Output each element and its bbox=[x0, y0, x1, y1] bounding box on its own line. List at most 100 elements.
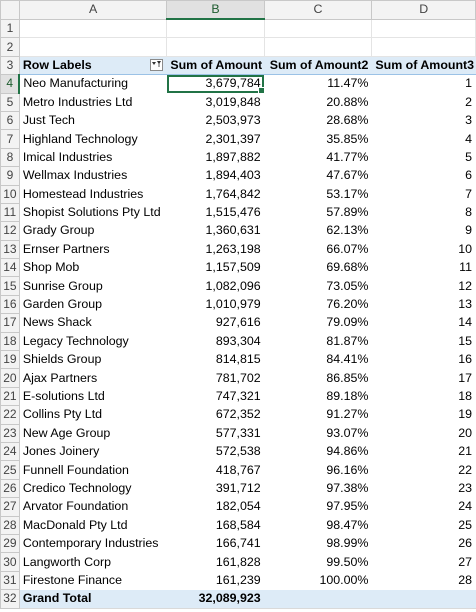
percent-cell[interactable]: 35.85% bbox=[263, 129, 373, 149]
row-header[interactable]: 30 bbox=[0, 552, 20, 572]
fill-handle[interactable] bbox=[257, 86, 264, 93]
percent-cell[interactable]: 57.89% bbox=[263, 202, 373, 223]
cell[interactable] bbox=[263, 37, 373, 57]
percent-cell[interactable]: 89.18% bbox=[263, 386, 373, 407]
rank-cell[interactable]: 3 bbox=[371, 110, 476, 131]
rank-cell[interactable]: 20 bbox=[371, 423, 476, 443]
row-header[interactable]: 32 bbox=[0, 589, 20, 609]
column-header-a[interactable]: A bbox=[18, 0, 168, 20]
row-header[interactable]: 12 bbox=[0, 221, 20, 241]
row-header[interactable]: 13 bbox=[0, 239, 20, 260]
amount-cell[interactable]: 672,352 bbox=[166, 405, 265, 425]
row-header[interactable]: 22 bbox=[0, 405, 20, 425]
active-cell[interactable]: 3,679,784 bbox=[166, 74, 265, 94]
percent-cell[interactable]: 73.05% bbox=[263, 276, 373, 296]
percent-cell[interactable]: 81.87% bbox=[263, 331, 373, 352]
rank-cell[interactable]: 6 bbox=[371, 166, 476, 186]
row-label-cell[interactable]: Jones Joinery bbox=[18, 441, 168, 462]
rank-cell[interactable]: 11 bbox=[371, 258, 476, 278]
row-label-cell[interactable]: Shopist Solutions Pty Ltd bbox=[18, 202, 168, 223]
percent-cell[interactable]: 86.85% bbox=[263, 368, 373, 388]
percent-cell[interactable]: 66.07% bbox=[263, 239, 373, 260]
amount-cell[interactable]: 577,331 bbox=[166, 423, 265, 443]
rank-cell[interactable]: 27 bbox=[371, 552, 476, 572]
rank-cell[interactable]: 18 bbox=[371, 386, 476, 407]
row-label-cell[interactable]: Contemporary Industries bbox=[18, 533, 168, 554]
rank-cell[interactable]: 23 bbox=[371, 478, 476, 499]
percent-cell[interactable]: 99.50% bbox=[263, 552, 373, 572]
amount-cell[interactable]: 1,360,631 bbox=[166, 221, 265, 241]
row-label-cell[interactable]: Credico Technology bbox=[18, 478, 168, 499]
amount-cell[interactable]: 781,702 bbox=[166, 368, 265, 388]
row-label-cell[interactable]: MacDonald Pty Ltd bbox=[18, 515, 168, 535]
column-header-b[interactable]: B bbox=[166, 0, 265, 20]
percent-cell[interactable]: 28.68% bbox=[263, 110, 373, 131]
row-label-cell[interactable]: Homestead Industries bbox=[18, 184, 168, 204]
rank-cell[interactable]: 12 bbox=[371, 276, 476, 296]
rank-cell[interactable]: 28 bbox=[371, 570, 476, 591]
row-header[interactable]: 7 bbox=[0, 129, 20, 149]
row-label-cell[interactable]: Langworth Corp bbox=[18, 552, 168, 572]
amount-cell[interactable]: 927,616 bbox=[166, 313, 265, 333]
amount-cell[interactable]: 747,321 bbox=[166, 386, 265, 407]
percent-cell[interactable]: 94.86% bbox=[263, 441, 373, 462]
row-label-cell[interactable]: Ernser Partners bbox=[18, 239, 168, 260]
row-header[interactable]: 9 bbox=[0, 166, 20, 186]
row-label-cell[interactable]: Collins Pty Ltd bbox=[18, 405, 168, 425]
cell[interactable] bbox=[18, 37, 168, 57]
percent-cell[interactable]: 96.16% bbox=[263, 460, 373, 480]
amount-cell[interactable]: 391,712 bbox=[166, 478, 265, 499]
grand-total-rank[interactable] bbox=[371, 589, 476, 609]
rank-cell[interactable]: 1 bbox=[371, 74, 476, 94]
percent-cell[interactable]: 76.20% bbox=[263, 294, 373, 315]
cell[interactable] bbox=[18, 18, 168, 39]
pivot-value-header[interactable]: Sum of Amount2 bbox=[263, 55, 373, 76]
row-header[interactable]: 1 bbox=[0, 18, 20, 39]
percent-cell[interactable]: 11.47% bbox=[263, 74, 373, 94]
amount-cell[interactable]: 1,764,842 bbox=[166, 184, 265, 204]
row-header[interactable]: 16 bbox=[0, 294, 20, 315]
row-header[interactable]: 2 bbox=[0, 37, 20, 57]
rank-cell[interactable]: 7 bbox=[371, 184, 476, 204]
row-header[interactable]: 21 bbox=[0, 386, 20, 407]
row-header[interactable]: 20 bbox=[0, 368, 20, 388]
row-label-cell[interactable]: Firestone Finance bbox=[18, 570, 168, 591]
row-label-cell[interactable]: Garden Group bbox=[18, 294, 168, 315]
amount-cell[interactable]: 3,019,848 bbox=[166, 92, 265, 112]
amount-cell[interactable]: 2,301,397 bbox=[166, 129, 265, 149]
amount-cell[interactable]: 168,584 bbox=[166, 515, 265, 535]
row-header[interactable]: 14 bbox=[0, 258, 20, 278]
percent-cell[interactable]: 97.95% bbox=[263, 497, 373, 517]
row-label-cell[interactable]: Arvator Foundation bbox=[18, 497, 168, 517]
percent-cell[interactable]: 41.77% bbox=[263, 147, 373, 168]
grand-total-label[interactable]: Grand Total bbox=[18, 589, 168, 609]
row-header[interactable]: 23 bbox=[0, 423, 20, 443]
row-header[interactable]: 24 bbox=[0, 441, 20, 462]
percent-cell[interactable]: 53.17% bbox=[263, 184, 373, 204]
row-label-cell[interactable]: Legacy Technology bbox=[18, 331, 168, 352]
row-label-cell[interactable]: Funnell Foundation bbox=[18, 460, 168, 480]
amount-cell[interactable]: 1,894,403 bbox=[166, 166, 265, 186]
amount-cell[interactable]: 1,157,509 bbox=[166, 258, 265, 278]
row-header[interactable]: 10 bbox=[0, 184, 20, 204]
row-header[interactable]: 15 bbox=[0, 276, 20, 296]
row-label-cell[interactable]: Shields Group bbox=[18, 350, 168, 370]
rank-cell[interactable]: 5 bbox=[371, 147, 476, 168]
rank-cell[interactable]: 2 bbox=[371, 92, 476, 112]
row-header[interactable]: 11 bbox=[0, 202, 20, 223]
row-label-cell[interactable]: Ajax Partners bbox=[18, 368, 168, 388]
rank-cell[interactable]: 17 bbox=[371, 368, 476, 388]
column-header-d[interactable]: D bbox=[371, 0, 476, 20]
pivot-value-header[interactable]: Sum of Amount bbox=[166, 55, 265, 76]
rank-cell[interactable]: 16 bbox=[371, 350, 476, 370]
rank-cell[interactable]: 13 bbox=[371, 294, 476, 315]
amount-cell[interactable]: 418,767 bbox=[166, 460, 265, 480]
row-header[interactable]: 8 bbox=[0, 147, 20, 168]
cell[interactable] bbox=[371, 18, 476, 39]
row-label-cell[interactable]: News Shack bbox=[18, 313, 168, 333]
rank-cell[interactable]: 10 bbox=[371, 239, 476, 260]
row-label-cell[interactable]: Wellmax Industries bbox=[18, 166, 168, 186]
percent-cell[interactable]: 93.07% bbox=[263, 423, 373, 443]
row-label-cell[interactable]: New Age Group bbox=[18, 423, 168, 443]
row-header[interactable]: 26 bbox=[0, 478, 20, 499]
